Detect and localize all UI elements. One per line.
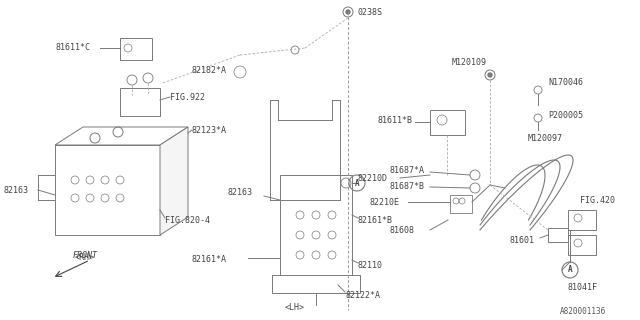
Text: <RH>: <RH> bbox=[75, 253, 95, 262]
Polygon shape bbox=[55, 127, 188, 145]
Text: FRONT: FRONT bbox=[72, 252, 97, 260]
Bar bbox=[280, 175, 352, 275]
Text: FIG.820-4: FIG.820-4 bbox=[165, 215, 210, 225]
Text: <LH>: <LH> bbox=[285, 303, 305, 313]
Text: 81611*B: 81611*B bbox=[378, 116, 413, 124]
Bar bbox=[272, 275, 360, 293]
Text: 82163: 82163 bbox=[228, 188, 253, 196]
Text: N170046: N170046 bbox=[548, 77, 583, 86]
Text: 81687*B: 81687*B bbox=[390, 181, 425, 190]
Bar bbox=[55, 145, 160, 235]
Text: 82161*B: 82161*B bbox=[358, 215, 393, 225]
Text: 82161*A: 82161*A bbox=[192, 255, 227, 265]
Text: 81608: 81608 bbox=[390, 226, 415, 235]
Text: M120109: M120109 bbox=[452, 58, 487, 67]
Text: 81041F: 81041F bbox=[568, 284, 598, 292]
Polygon shape bbox=[160, 127, 188, 235]
Text: FIG.420: FIG.420 bbox=[580, 196, 615, 204]
Text: 82210D: 82210D bbox=[358, 173, 388, 182]
Bar bbox=[430, 110, 465, 135]
Text: 82210E: 82210E bbox=[370, 197, 400, 206]
Text: 82163: 82163 bbox=[4, 186, 29, 195]
Bar bbox=[450, 195, 472, 213]
Circle shape bbox=[346, 10, 350, 14]
Circle shape bbox=[488, 73, 492, 77]
Text: A820001136: A820001136 bbox=[560, 308, 606, 316]
Text: 82123*A: 82123*A bbox=[192, 125, 227, 134]
Bar bbox=[568, 210, 596, 230]
Text: P200005: P200005 bbox=[548, 110, 583, 119]
Text: 82122*A: 82122*A bbox=[345, 291, 380, 300]
Text: A: A bbox=[355, 179, 359, 188]
Bar bbox=[120, 38, 152, 60]
Text: 81611*C: 81611*C bbox=[55, 43, 90, 52]
Text: 82110: 82110 bbox=[358, 260, 383, 269]
Text: FIG.922: FIG.922 bbox=[170, 92, 205, 101]
Text: 0238S: 0238S bbox=[358, 7, 383, 17]
Text: 81687*A: 81687*A bbox=[390, 165, 425, 174]
Bar bbox=[568, 235, 596, 255]
Bar bbox=[548, 228, 568, 242]
Text: 82182*A: 82182*A bbox=[192, 66, 227, 75]
Text: 81601: 81601 bbox=[510, 236, 535, 244]
Bar bbox=[120, 88, 160, 116]
Text: M120097: M120097 bbox=[528, 133, 563, 142]
Text: A: A bbox=[568, 266, 572, 275]
